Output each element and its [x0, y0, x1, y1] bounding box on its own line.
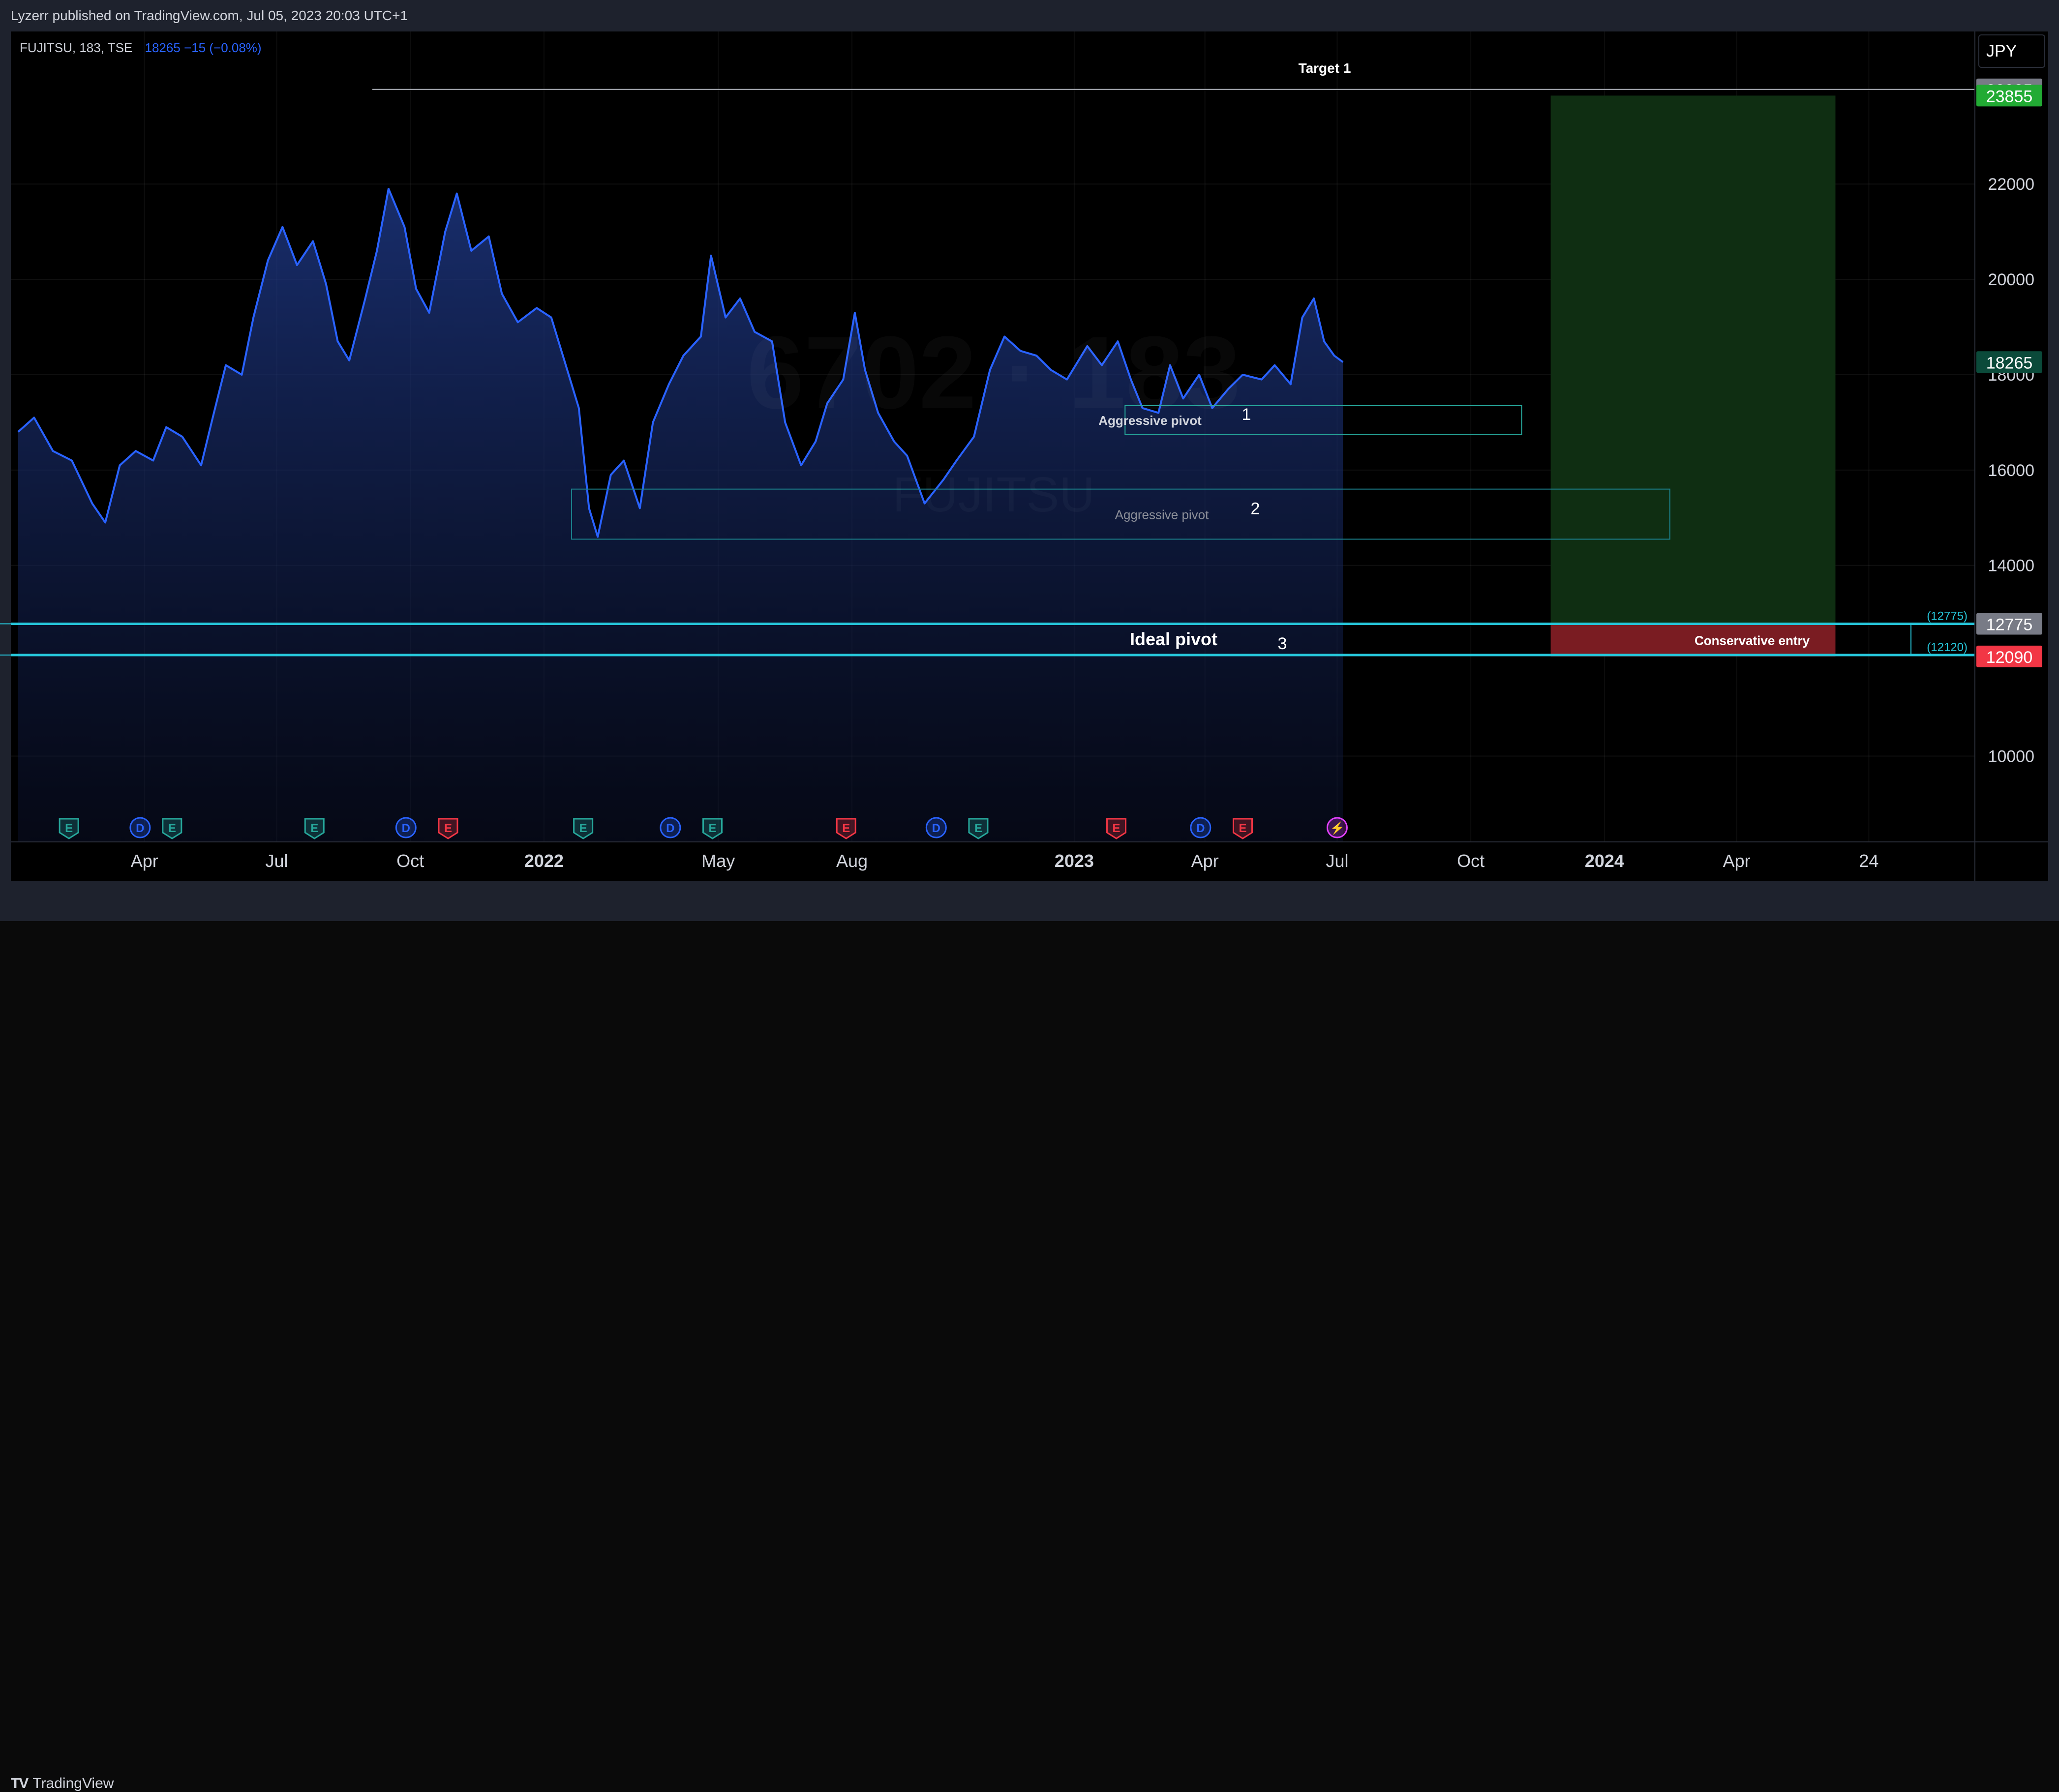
svg-text:D: D — [1196, 822, 1205, 835]
event-marker: D — [660, 817, 681, 838]
target-zone — [1550, 95, 1836, 624]
symbol-name: FUJITSU, 183, TSE — [20, 40, 133, 55]
price-label-23855: 23855 — [1976, 85, 2042, 107]
event-marker: D — [395, 817, 417, 838]
x-tick-label: 24 — [1859, 851, 1878, 871]
x-tick-label: Oct — [396, 851, 424, 871]
y-tick-label: 10000 — [1988, 747, 2034, 766]
event-marker: E — [59, 818, 79, 839]
top-bar: Lyzerr published on TradingView.com, Jul… — [0, 0, 2059, 31]
target-label: Target 1 — [1299, 60, 1351, 76]
price-chart[interactable]: Target 1 Aggressive pivot 1 Aggressive pivo… — [0, 0, 2059, 921]
x-tick-label: Apr — [1723, 851, 1751, 871]
svg-text:E: E — [310, 822, 318, 835]
x-tick-label: May — [701, 851, 735, 871]
svg-text:23855: 23855 — [1986, 87, 2033, 106]
svg-text:D: D — [136, 822, 144, 835]
event-marker: E — [836, 818, 856, 839]
svg-text:18265: 18265 — [1986, 354, 2033, 372]
event-marker: E — [702, 818, 723, 839]
event-marker: E — [1232, 818, 1253, 839]
pivot-line-value: (12120) — [1927, 641, 1968, 654]
tradingview-logo[interactable]: TV TradingView — [11, 1775, 114, 1792]
pivot-zone-label: Aggressive pivot — [1115, 508, 1210, 522]
currency-button[interactable]: JPY — [1978, 34, 2045, 68]
svg-text:D: D — [402, 822, 410, 835]
svg-text:⚡: ⚡ — [1330, 821, 1345, 835]
event-marker: ⚡ — [1326, 817, 1348, 838]
svg-text:E: E — [1113, 822, 1120, 835]
publisher-note: Lyzerr published on TradingView.com, Jul… — [11, 8, 408, 23]
price-label-12090: 12090 — [1976, 645, 2042, 667]
svg-text:FUJITSU: FUJITSU — [892, 467, 1094, 522]
conservative-entry-label: Conservative entry — [1695, 633, 1810, 648]
event-marker: E — [1106, 818, 1127, 839]
event-marker: E — [438, 818, 458, 839]
x-tick-label: Jul — [265, 851, 288, 871]
event-marker: D — [129, 817, 151, 838]
svg-text:12090: 12090 — [1986, 648, 2033, 667]
pivot-zone-label: Ideal pivot — [1130, 629, 1217, 649]
event-marker: D — [925, 817, 947, 838]
svg-text:D: D — [666, 822, 674, 835]
pivot-zone-number: 1 — [1242, 405, 1251, 424]
pivot-zone-1 — [1124, 405, 1522, 435]
x-tick-label: 2024 — [1585, 851, 1624, 871]
event-marker: E — [162, 818, 182, 839]
price-line — [17, 187, 1344, 538]
y-tick-label: 16000 — [1988, 461, 2034, 480]
event-marker: E — [573, 818, 594, 839]
x-tick-label: Apr — [131, 851, 158, 871]
svg-text:12775: 12775 — [1986, 615, 2033, 634]
footer: TV TradingView — [0, 881, 2059, 1792]
svg-text:E: E — [444, 822, 452, 835]
price-label-18265: 18265 — [1976, 351, 2042, 373]
tradingview-logo-text: TradingView — [32, 1775, 114, 1792]
svg-text:6702 · 183: 6702 · 183 — [747, 315, 1241, 430]
price-area-fill — [18, 188, 1343, 842]
pivot-line-value: (12775) — [1927, 609, 1968, 623]
y-tick-label: 14000 — [1988, 557, 2034, 575]
svg-text:E: E — [579, 822, 587, 835]
svg-text:E: E — [974, 822, 982, 835]
pivot-zone-number: 3 — [1278, 634, 1287, 653]
price-label-12775: 12775 — [1976, 613, 2042, 635]
x-tick-label: Aug — [836, 851, 868, 871]
x-tick-label: 2022 — [524, 851, 564, 871]
pivot-zone-2 — [571, 488, 1670, 540]
svg-text:E: E — [65, 822, 73, 835]
x-tick-label: Oct — [1457, 851, 1484, 871]
event-marker: D — [1190, 817, 1211, 838]
y-tick-label: 20000 — [1988, 270, 2034, 289]
pivot-zone-label: Aggressive pivot — [1098, 413, 1202, 428]
x-tick-label: 2023 — [1055, 851, 1094, 871]
price-axis — [1975, 31, 2048, 842]
pivot-zone-number: 2 — [1251, 500, 1260, 518]
svg-text:E: E — [708, 822, 716, 835]
svg-text:E: E — [1239, 822, 1246, 835]
svg-text:E: E — [842, 822, 850, 835]
tradingview-mark-icon: TV — [11, 1775, 29, 1792]
event-marker: E — [304, 818, 325, 839]
stop-zone — [1550, 624, 1836, 657]
symbol-quote: 18265 −15 (−0.08%) — [145, 40, 262, 55]
y-tick-label: 22000 — [1988, 175, 2034, 194]
x-tick-label: Jul — [1326, 851, 1348, 871]
x-tick-label: Apr — [1191, 851, 1219, 871]
event-marker: E — [968, 818, 989, 839]
svg-text:D: D — [932, 822, 940, 835]
symbol-legend[interactable]: FUJITSU, 183, TSE 18265 −15 (−0.08%) — [20, 40, 262, 56]
svg-text:E: E — [168, 822, 176, 835]
